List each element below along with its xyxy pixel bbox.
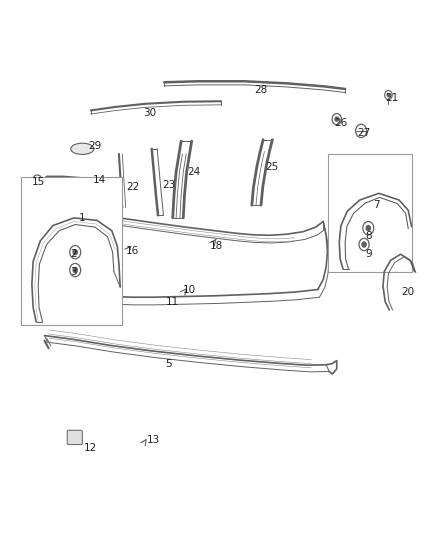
Text: 21: 21 — [385, 93, 398, 103]
Text: 1: 1 — [79, 213, 86, 223]
Circle shape — [73, 249, 77, 255]
Circle shape — [35, 179, 39, 183]
Circle shape — [366, 225, 371, 231]
Circle shape — [362, 242, 366, 247]
Circle shape — [73, 268, 77, 273]
Text: 29: 29 — [88, 141, 102, 151]
Ellipse shape — [71, 143, 94, 155]
Text: 13: 13 — [147, 435, 160, 446]
Text: 30: 30 — [143, 108, 156, 118]
Text: 5: 5 — [165, 359, 172, 369]
Text: 7: 7 — [373, 200, 380, 210]
Text: 26: 26 — [334, 118, 348, 128]
Text: 2: 2 — [71, 249, 77, 259]
Text: 3: 3 — [71, 266, 77, 277]
Text: 15: 15 — [32, 177, 45, 187]
Text: 27: 27 — [357, 128, 371, 139]
Circle shape — [335, 117, 339, 121]
FancyBboxPatch shape — [21, 177, 122, 325]
Text: 16: 16 — [126, 246, 139, 256]
Text: 18: 18 — [210, 241, 223, 251]
Text: 8: 8 — [365, 231, 371, 241]
Text: 23: 23 — [162, 180, 175, 190]
Text: 14: 14 — [92, 174, 106, 184]
Text: 22: 22 — [126, 182, 139, 192]
Text: 24: 24 — [187, 167, 201, 177]
Text: 9: 9 — [365, 249, 371, 259]
Text: 28: 28 — [254, 85, 268, 95]
FancyBboxPatch shape — [67, 430, 82, 445]
Circle shape — [387, 94, 390, 96]
FancyBboxPatch shape — [328, 154, 413, 272]
Text: 10: 10 — [183, 285, 196, 295]
Text: 25: 25 — [265, 161, 278, 172]
Text: 20: 20 — [402, 287, 415, 297]
Text: 11: 11 — [166, 297, 180, 308]
Text: 12: 12 — [84, 443, 97, 453]
